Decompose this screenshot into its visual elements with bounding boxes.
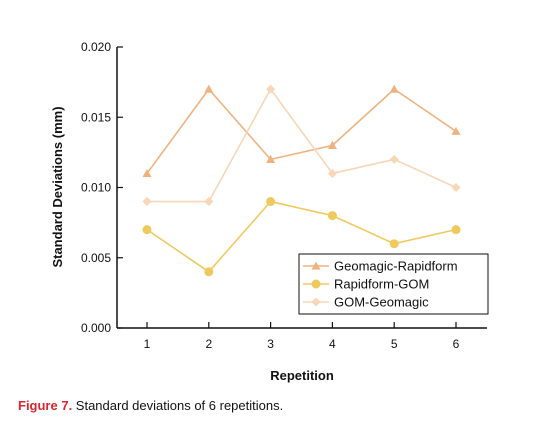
data-point [389, 84, 399, 93]
legend-label: Geomagic-Rapidform [334, 259, 458, 274]
line-chart: 0.000 0.005 0.010 0.015 0.020 1 2 3 4 5 6 Geomagic… [50, 40, 489, 383]
series-layer [142, 84, 461, 277]
legend-box [298, 253, 489, 315]
legend-item: Geomagic-Rapidform [303, 259, 458, 274]
series-line [147, 87, 457, 203]
data-point [142, 225, 152, 235]
data-point [204, 84, 214, 93]
legend-label: Rapidform-GOM [334, 277, 429, 292]
x-tick-label: 2 [205, 337, 212, 351]
data-point [451, 225, 461, 235]
x-axis-title: Repetition [270, 368, 334, 383]
x-tick-label: 1 [144, 337, 151, 351]
data-point [266, 197, 276, 207]
data-point [327, 168, 337, 178]
data-point [204, 267, 214, 277]
data-point [389, 154, 399, 164]
legend-marker [311, 261, 321, 270]
y-tick-label: 0.020 [81, 40, 111, 54]
series-gom-geomagic [142, 84, 461, 207]
data-point [204, 197, 214, 207]
legend-item: Rapidform-GOM [303, 277, 429, 292]
series-line [146, 87, 457, 174]
series-geomagic-rapidform [142, 84, 461, 178]
legend-marker [311, 297, 321, 307]
figure-caption-text: Standard deviations of 6 repetitions. [72, 398, 284, 413]
data-point [266, 84, 276, 94]
figure-label: Figure 7. [18, 398, 73, 413]
y-tick-label: 0.015 [81, 110, 111, 124]
axes: 0.000 0.005 0.010 0.015 0.020 1 2 3 4 5 6 [81, 40, 487, 351]
x-tick-label: 3 [267, 337, 274, 351]
legend-item: GOM-Geomagic [303, 295, 429, 310]
y-tick-label: 0.005 [81, 251, 111, 265]
series-line [146, 200, 457, 273]
y-axis-title: Standard Deviations (mm) [50, 106, 65, 267]
data-point [389, 239, 399, 249]
y-tick-label: 0.010 [81, 181, 111, 195]
figure-caption: Figure 7. Standard deviations of 6 repet… [18, 398, 283, 413]
x-tick-label: 4 [329, 337, 336, 351]
legend: Geomagic-Rapidform Rapidform-GOM GOM-Geoma… [298, 253, 489, 315]
data-point [266, 154, 276, 163]
data-point [327, 211, 337, 221]
data-point [327, 140, 337, 149]
legend-marker [311, 279, 321, 289]
x-tick-label: 6 [453, 337, 460, 351]
data-point [142, 168, 152, 178]
data-point [142, 197, 152, 207]
data-point [451, 183, 461, 192]
legend-label: GOM-Geomagic [334, 295, 429, 310]
x-tick-label: 5 [391, 337, 398, 351]
data-point [451, 126, 461, 135]
series-rapidform-gom [142, 197, 461, 277]
y-tick-label: 0.000 [81, 321, 111, 335]
